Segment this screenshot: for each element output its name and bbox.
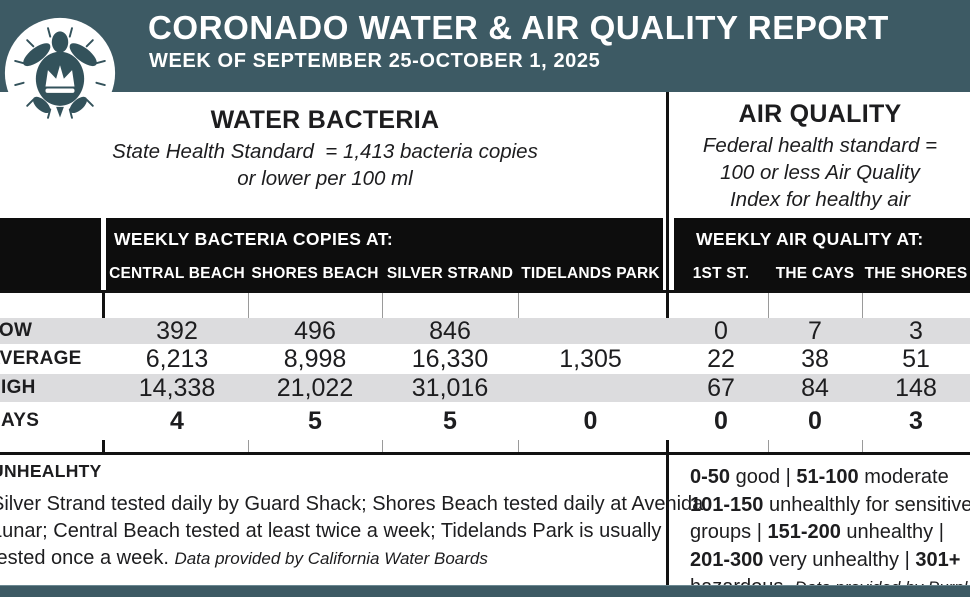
table-top-border bbox=[0, 290, 970, 293]
water-table-header-title: WEEKLY BACTERIA COPIES AT: bbox=[114, 229, 394, 249]
cell-days-tidelands-park: 0 bbox=[583, 407, 598, 435]
cell-high-central-beach: 14,338 bbox=[138, 374, 216, 402]
column-header-central-beach: CENTRAL BEACH bbox=[109, 265, 245, 282]
cell-days-shores-beach: 5 bbox=[308, 407, 322, 435]
cell-days-1st-st: 0 bbox=[714, 407, 728, 435]
cell-low-tidelands-park bbox=[518, 318, 663, 344]
cell-high-shores-beach: 21,022 bbox=[276, 374, 354, 402]
cell-average-central-beach: 6,213 bbox=[145, 345, 209, 373]
water-testing-notes: UNHEALHTY Silver Strand tested daily by … bbox=[0, 461, 704, 572]
cell-low-shores-beach: 496 bbox=[294, 317, 336, 345]
legend-line: 101-150 unhealthly for sensitive bbox=[690, 493, 970, 516]
cell-high-silver-strand: 31,016 bbox=[411, 374, 489, 402]
header-titles: CORONADO WATER & AIR QUALITY REPORT WEEK… bbox=[148, 9, 889, 73]
legend-line: 201-300 very unhealthy | 301+ bbox=[690, 548, 961, 571]
table-header-air: WEEKLY AIR QUALITY AT: 1ST ST. THE CAYS … bbox=[674, 218, 970, 292]
table-row-low: LOW 392 496 846 0 7 3 bbox=[0, 318, 970, 344]
cell-average-1st-st: 22 bbox=[707, 345, 735, 373]
row-label-low: LOW bbox=[0, 320, 33, 341]
column-header-silver-strand: SILVER STRAND bbox=[386, 265, 514, 282]
air-quality-legend: 0-50 good | 51-100 moderate 101-150 unhe… bbox=[690, 464, 970, 597]
water-bacteria-intro: WATER BACTERIA State Health Standard = 1… bbox=[0, 106, 650, 192]
cell-low-central-beach: 392 bbox=[156, 317, 198, 345]
cell-average-the-shores: 51 bbox=[902, 345, 930, 373]
page-title: CORONADO WATER & AIR QUALITY REPORT bbox=[148, 9, 889, 46]
legend-line: 0-50 good | 51-100 moderate bbox=[690, 466, 949, 488]
cell-days-the-shores: 3 bbox=[909, 407, 923, 435]
turtle-crown-logo-icon bbox=[2, 15, 118, 131]
table-bottom-border bbox=[0, 452, 970, 455]
row-label-high: HIGH bbox=[0, 377, 36, 398]
cell-high-the-shores: 148 bbox=[895, 374, 937, 402]
footer-bar bbox=[0, 585, 970, 597]
water-standard-text: State Health Standard = 1,413 bacteria c… bbox=[112, 140, 538, 190]
air-table-header-title: WEEKLY AIR QUALITY AT: bbox=[696, 229, 924, 249]
cell-days-silver-strand: 5 bbox=[443, 407, 457, 435]
table-row-average: AVERAGE 6,213 8,998 16,330 1,305 22 38 5… bbox=[0, 344, 970, 374]
air-quality-intro: AIR QUALITY Federal health standard = 10… bbox=[672, 100, 968, 213]
row-label-days: DAYS bbox=[0, 410, 40, 431]
column-header-tidelands-park: TIDELANDS PARK bbox=[521, 265, 660, 282]
cell-days-central-beach: 4 bbox=[170, 407, 184, 435]
header-bar: CORONADO WATER & AIR QUALITY REPORT WEEK… bbox=[0, 0, 970, 92]
column-header-1st-st: 1ST ST. bbox=[692, 265, 750, 282]
table-header-water: WEEKLY BACTERIA COPIES AT: CENTRAL BEACH… bbox=[106, 218, 663, 292]
column-header-the-cays: THE CAYS bbox=[775, 265, 855, 282]
cell-days-the-cays: 0 bbox=[808, 407, 822, 435]
cell-average-silver-strand: 16,330 bbox=[411, 345, 489, 373]
cell-high-tidelands-park bbox=[518, 374, 663, 402]
column-header-shores-beach: SHORES BEACH bbox=[251, 265, 379, 282]
air-quality-title: AIR QUALITY bbox=[738, 100, 902, 128]
table-row-days: DAYS 4 5 5 0 0 0 3 bbox=[0, 402, 970, 440]
water-data-credit: Data provided by California Water Boards bbox=[174, 549, 488, 568]
testing-notes-text: Silver Strand tested daily by Guard Shac… bbox=[0, 493, 704, 569]
cell-low-the-shores: 3 bbox=[909, 317, 923, 345]
air-standard-text: Federal health standard = 100 or less Ai… bbox=[702, 134, 938, 211]
legend-line: groups | 151-200 unhealthy | bbox=[690, 521, 944, 543]
table-header-label-block bbox=[0, 218, 101, 292]
unhealthy-label: UNHEALHTY bbox=[0, 461, 102, 481]
table-row-high: HIGH 14,338 21,022 31,016 67 84 148 bbox=[0, 374, 970, 402]
column-header-the-shores: THE SHORES bbox=[864, 265, 968, 282]
cell-high-1st-st: 67 bbox=[707, 374, 735, 402]
cell-average-shores-beach: 8,998 bbox=[283, 345, 347, 373]
row-label-average: AVERAGE bbox=[0, 348, 82, 369]
cell-low-silver-strand: 846 bbox=[429, 317, 471, 345]
cell-high-the-cays: 84 bbox=[801, 374, 829, 402]
cell-average-tidelands-park: 1,305 bbox=[559, 345, 622, 373]
page-subtitle: WEEK OF SEPTEMBER 25-OCTOBER 1, 2025 bbox=[149, 50, 601, 72]
cell-average-the-cays: 38 bbox=[801, 345, 829, 373]
cell-low-the-cays: 7 bbox=[808, 317, 822, 345]
cell-low-1st-st: 0 bbox=[714, 317, 728, 345]
water-bacteria-title: WATER BACTERIA bbox=[210, 106, 440, 134]
